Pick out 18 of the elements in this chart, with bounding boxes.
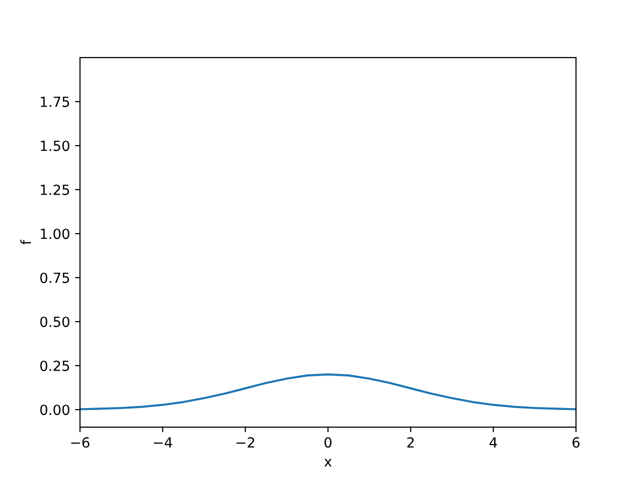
y-tick-label: 0.75 xyxy=(40,272,70,284)
y-tick-label: 1.50 xyxy=(40,140,70,152)
y-tick-label: 0.50 xyxy=(40,316,70,328)
x-tick-label: −6 xyxy=(71,437,90,448)
x-tick-label: 4 xyxy=(490,437,497,448)
y-tick-label: 1.25 xyxy=(40,184,70,196)
y-axis-title: f xyxy=(20,240,31,245)
y-tick-label: 1.75 xyxy=(40,96,70,108)
x-tick-label: 2 xyxy=(407,437,414,448)
x-tick-label: 0 xyxy=(324,437,332,448)
y-tick-label: 1.00 xyxy=(40,228,70,240)
x-tick-label: 6 xyxy=(572,437,580,448)
y-tick-label: 0.00 xyxy=(40,404,70,416)
line-series xyxy=(80,373,576,410)
x-axis-title: x xyxy=(324,458,332,466)
x-tick-label: −4 xyxy=(154,437,172,448)
x-tick-label: −2 xyxy=(236,437,254,448)
y-tick-label: 0.25 xyxy=(40,360,70,372)
